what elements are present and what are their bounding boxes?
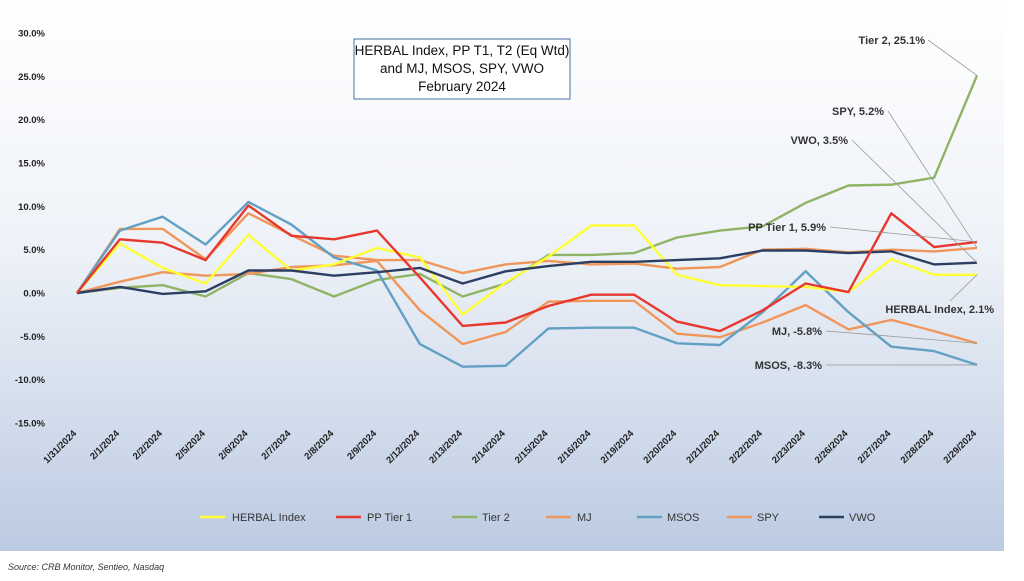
series-line-mj <box>76 259 978 346</box>
source-note: Source: CRB Monitor, Sentieo, Nasdaq <box>8 562 165 572</box>
chart-title-box: HERBAL Index, PP T1, T2 (Eq Wtd) and MJ,… <box>353 38 571 100</box>
series-line-msos <box>76 200 978 368</box>
legend: HERBAL Index PP Tier 1 Tier 2 MJ MSOS SPY VWO <box>200 512 876 524</box>
annotation-herbal-index: HERBAL Index, 2.1% <box>885 304 994 316</box>
annotation-leader-vwo <box>851 139 978 263</box>
annotation-leader-herbal-index <box>949 274 978 302</box>
series-layer <box>76 75 979 368</box>
y-tick-label: -15.0% <box>15 419 46 430</box>
annotation-leader-tier-2 <box>927 39 978 76</box>
y-tick-label: -10.0% <box>15 375 46 386</box>
annotation-leader-spy <box>887 110 978 249</box>
chart-title-line-2: and MJ, MSOS, SPY, VWO <box>380 61 544 76</box>
annotation-mj: MJ, -5.8% <box>772 326 822 338</box>
annotation-msos: MSOS, -8.3% <box>755 360 822 372</box>
legend-label-spy: SPY <box>757 512 780 524</box>
legend-label-mj: MJ <box>577 512 592 524</box>
y-tick-label: 10.0% <box>18 202 45 213</box>
annotation-layer: Tier 2, 25.1% SPY, 5.2% VWO, 3.5% PP Tier 1… <box>748 35 994 372</box>
legend-label-herbal-index: HERBAL Index <box>232 512 306 524</box>
annotation-leader-pp-tier-1 <box>829 226 978 243</box>
chart-title-line-1: HERBAL Index, PP T1, T2 (Eq Wtd) <box>355 43 570 58</box>
line-chart: -15.0% -10.0% -5.0% 0.0% 5.0% 10.0% 15.0% 20.0%… <box>0 0 1004 551</box>
y-tick-label: -5.0% <box>20 332 45 343</box>
legend-label-msos: MSOS <box>667 512 699 524</box>
annotation-leader-mj <box>825 330 978 344</box>
annotation-tier-2: Tier 2, 25.1% <box>859 35 926 47</box>
y-tick-label: 5.0% <box>23 245 45 256</box>
chart-title-line-3: February 2024 <box>418 79 506 94</box>
legend-label-tier-2: Tier 2 <box>482 512 510 524</box>
y-tick-label: 20.0% <box>18 115 45 126</box>
annotation-pp-tier-1: PP Tier 1, 5.9% <box>748 222 826 234</box>
y-tick-label: 30.0% <box>18 29 45 40</box>
legend-label-vwo: VWO <box>849 512 876 524</box>
y-tick-label: 0.0% <box>23 289 45 300</box>
series-line-vwo <box>76 249 978 296</box>
legend-label-pp-tier-1: PP Tier 1 <box>367 512 412 524</box>
annotation-spy: SPY, 5.2% <box>832 106 884 118</box>
series-line-pp-tier-1 <box>76 204 978 333</box>
y-tick-label: 15.0% <box>18 159 45 170</box>
y-tick-label: 25.0% <box>18 72 45 83</box>
y-axis: -15.0% -10.0% -5.0% 0.0% 5.0% 10.0% 15.0% 20.0%… <box>15 29 46 430</box>
annotation-vwo: VWO, 3.5% <box>791 135 849 147</box>
series-line-spy <box>76 212 978 294</box>
